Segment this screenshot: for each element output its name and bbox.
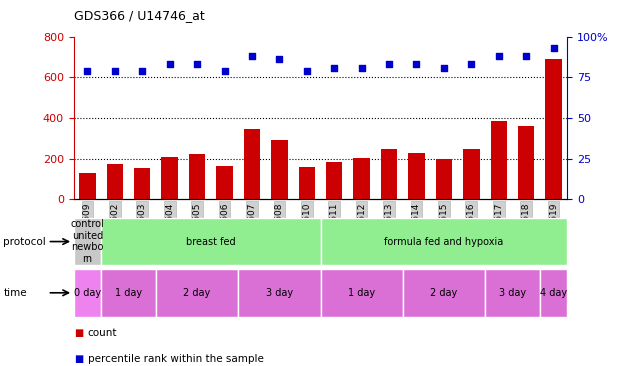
Bar (545, 59, 562, 199)
Text: ■: ■ (74, 354, 83, 364)
Point (494, 53, 504, 59)
Bar (238, 269, 320, 317)
Point (521, 53, 531, 59)
Text: breast fed: breast fed (186, 236, 236, 247)
Bar (74, 218, 101, 265)
Bar (299, 167, 315, 199)
Bar (156, 269, 238, 317)
Point (137, 68, 147, 74)
Text: GDS366 / U14746_at: GDS366 / U14746_at (74, 9, 204, 22)
Text: 2 day: 2 day (183, 288, 211, 298)
Bar (320, 269, 403, 317)
Text: 1 day: 1 day (115, 288, 142, 298)
Text: 2 day: 2 day (430, 288, 458, 298)
Bar (74, 269, 101, 317)
Bar (189, 154, 205, 199)
Bar (101, 269, 156, 317)
Bar (134, 168, 151, 199)
Text: 3 day: 3 day (499, 288, 526, 298)
Point (466, 61, 476, 67)
Point (384, 61, 394, 67)
Bar (320, 218, 567, 265)
Point (356, 65, 367, 71)
Bar (540, 269, 567, 317)
Text: protocol: protocol (3, 236, 46, 247)
Point (274, 56, 285, 62)
Text: percentile rank within the sample: percentile rank within the sample (88, 354, 263, 364)
Bar (79, 173, 96, 199)
Text: time: time (3, 288, 27, 298)
Text: 3 day: 3 day (266, 288, 293, 298)
Bar (436, 159, 452, 199)
Text: count: count (88, 328, 117, 338)
Point (438, 65, 449, 71)
Point (219, 68, 229, 74)
Bar (485, 269, 540, 317)
Point (412, 61, 422, 67)
Bar (271, 141, 288, 199)
Bar (408, 153, 425, 199)
Bar (162, 157, 178, 199)
Text: formula fed and hypoxia: formula fed and hypoxia (384, 236, 504, 247)
Point (549, 45, 559, 51)
Point (165, 61, 175, 67)
Bar (490, 121, 507, 199)
Point (302, 68, 312, 74)
Bar (463, 149, 479, 199)
Bar (381, 149, 397, 199)
Bar (106, 164, 123, 199)
Point (82, 68, 92, 74)
Point (110, 68, 120, 74)
Text: 1 day: 1 day (348, 288, 375, 298)
Point (192, 61, 203, 67)
Bar (216, 166, 233, 199)
Bar (518, 126, 535, 199)
Bar (403, 269, 485, 317)
Bar (101, 218, 320, 265)
Text: ■: ■ (74, 328, 83, 338)
Text: 0 day: 0 day (74, 288, 101, 298)
Text: control
united
newbo
rn: control united newbo rn (71, 219, 104, 264)
Text: 4 day: 4 day (540, 288, 567, 298)
Bar (326, 162, 342, 199)
Point (247, 53, 257, 59)
Bar (353, 158, 370, 199)
Point (329, 65, 339, 71)
Bar (244, 129, 260, 199)
